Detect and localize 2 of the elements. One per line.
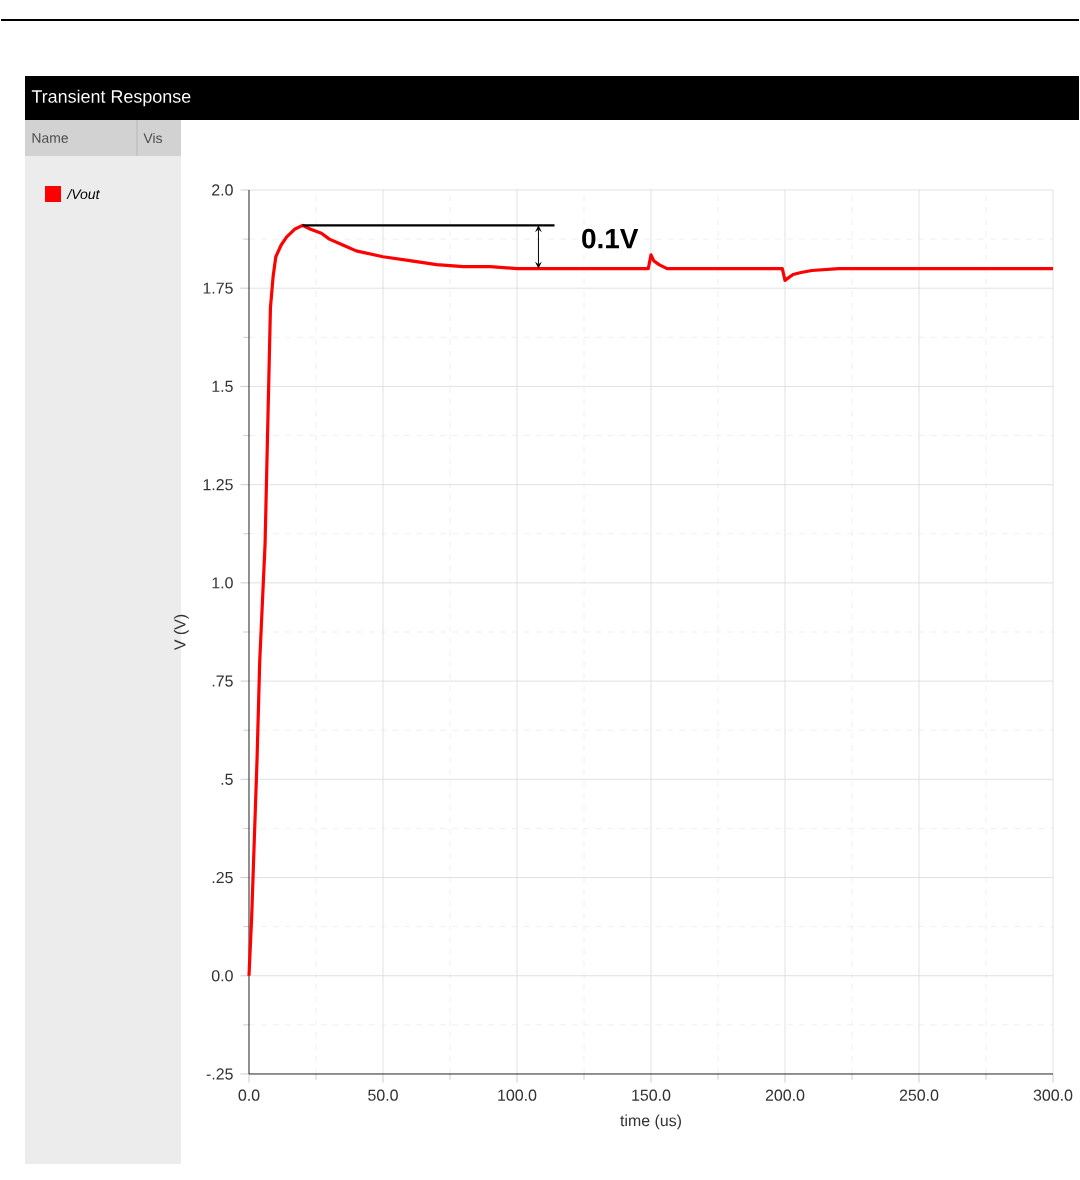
chart-title: Transient Response (31, 89, 191, 107)
annotation: 0.1V (582, 228, 639, 249)
